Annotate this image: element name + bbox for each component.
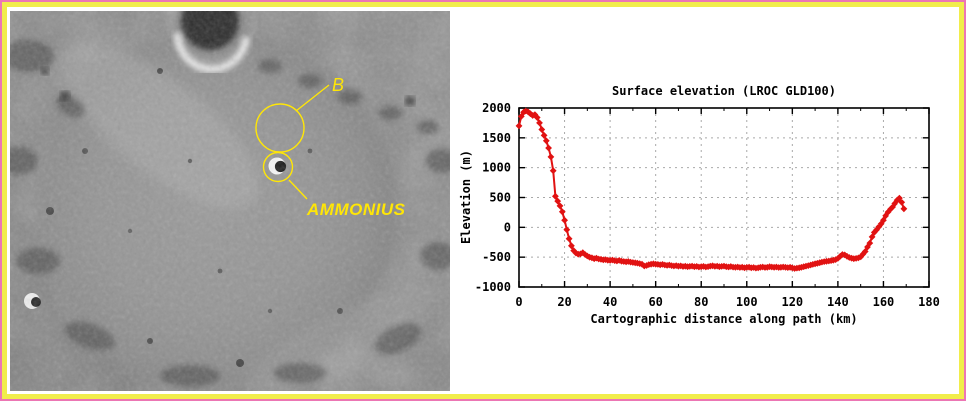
svg-text:180: 180: [918, 295, 940, 309]
label-ammonius: AMMONIUS: [306, 200, 406, 219]
svg-text:-500: -500: [482, 250, 511, 264]
label-b: B: [332, 75, 344, 95]
svg-text:100: 100: [736, 295, 758, 309]
svg-text:60: 60: [648, 295, 662, 309]
annotation-circle-ammonius: [262, 151, 294, 183]
tick-labels: 0 20 40 60 80 100 120 140 160 180 -1000 -500 0 500 100…: [475, 101, 940, 309]
svg-text:0: 0: [504, 220, 511, 234]
y-axis-label: Elevation (m): [459, 150, 473, 244]
data-series: [515, 107, 908, 272]
svg-text:160: 160: [873, 295, 895, 309]
axis-ticks: [518, 107, 930, 288]
svg-text:1000: 1000: [482, 161, 511, 175]
svg-text:500: 500: [489, 191, 511, 205]
chart-grid: [518, 107, 930, 288]
svg-text:120: 120: [781, 295, 803, 309]
svg-text:-1000: -1000: [475, 280, 511, 294]
annotations: B AMMONIUS: [255, 75, 406, 219]
svg-text:140: 140: [827, 295, 849, 309]
svg-text:2000: 2000: [482, 101, 511, 115]
annotation-line-ammonius: [288, 179, 308, 200]
svg-text:20: 20: [557, 295, 571, 309]
svg-text:0: 0: [515, 295, 522, 309]
svg-text:1500: 1500: [482, 131, 511, 145]
annotation-line-b: [295, 84, 330, 112]
elevation-chart: Surface elevation (LROC GLD100) Elevatio…: [459, 84, 940, 326]
svg-text:40: 40: [603, 295, 617, 309]
moon-image: B AMMONIUS: [10, 11, 450, 391]
x-axis-label: Cartographic distance along path (km): [590, 312, 857, 326]
chart-title: Surface elevation (LROC GLD100): [612, 84, 836, 98]
moon-photo: [10, 11, 450, 391]
svg-text:80: 80: [694, 295, 708, 309]
